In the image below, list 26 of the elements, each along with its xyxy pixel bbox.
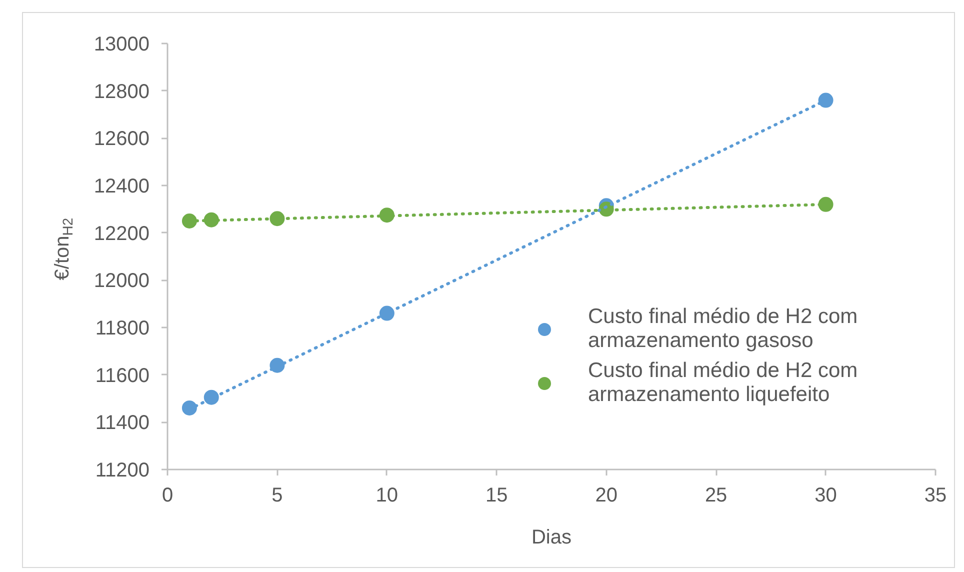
y-tick-label: 12800	[94, 80, 150, 103]
x-tick-label: 20	[595, 484, 618, 506]
x-tick-label: 35	[924, 484, 947, 506]
point	[818, 196, 834, 212]
y-tick-label: 11600	[95, 364, 150, 387]
x-tick-label: 0	[162, 484, 174, 506]
x-tick-label: 5	[272, 484, 283, 506]
y-tick-label: 12400	[94, 176, 150, 198]
x-tick-label: 30	[814, 484, 837, 506]
point	[182, 400, 197, 416]
y-tick-label: 13000	[94, 34, 150, 56]
x-axis-title: Dias	[531, 526, 572, 548]
y-axis-title: €/tonH2	[52, 218, 76, 280]
x-tick-label: 10	[376, 484, 398, 506]
point	[182, 214, 197, 228]
y-tick-label: 11800	[95, 318, 150, 340]
point	[818, 92, 834, 108]
legend-label: Custo final médio de H2 com armazenamento liquefeito	[588, 359, 858, 407]
y-tick-label: 12200	[94, 222, 150, 245]
y-tick-label: 12600	[94, 128, 150, 150]
y-tick-label: 12000	[94, 270, 150, 292]
y-tick-label: 11400	[95, 412, 150, 434]
y-tick-label: 11200	[95, 460, 150, 482]
legend-label: Custo final médio de H2 com armazenamento gasoso	[588, 305, 858, 353]
x-tick-label: 15	[486, 484, 508, 506]
x-tick-label: 25	[704, 484, 728, 506]
